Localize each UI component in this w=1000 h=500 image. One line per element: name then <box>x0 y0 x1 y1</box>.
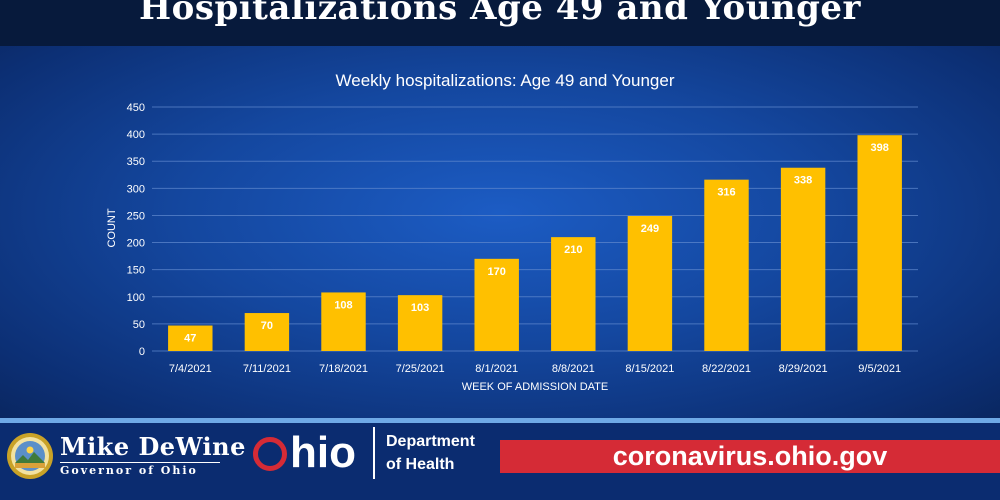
bar-value-label: 70 <box>261 320 273 332</box>
department-divider <box>373 427 375 479</box>
x-tick-label: 7/11/2021 <box>243 363 291 375</box>
bar <box>627 215 673 351</box>
y-tick-label: 150 <box>127 265 145 277</box>
x-tick-label: 9/5/2021 <box>858 363 901 375</box>
governor-divider <box>60 462 220 463</box>
ohio-seal-icon <box>7 433 53 479</box>
x-tick-label: 8/1/2021 <box>475 363 518 375</box>
y-tick-label: 300 <box>127 183 145 195</box>
bar-value-label: 249 <box>641 223 659 235</box>
bar <box>857 135 902 351</box>
y-tick-label: 0 <box>139 346 145 358</box>
website-link[interactable]: coronavirus.ohio.gov <box>612 441 888 471</box>
x-tick-label: 7/25/2021 <box>396 363 445 375</box>
bar <box>397 295 443 351</box>
bar-value-label: 316 <box>717 187 735 199</box>
bar <box>551 237 596 351</box>
header-banner: Hospitalizations Age 49 and Younger <box>0 0 1000 46</box>
footer: Mike DeWine Governor of Ohio hio Departm… <box>0 423 1000 500</box>
x-axis-label: WEEK OF ADMISSION DATE <box>462 381 608 393</box>
chart-bars: 47 70 108 103 170 210 249 316 338 398 <box>168 135 902 351</box>
bar-value-label: 338 <box>794 175 812 187</box>
x-tick-label: 7/4/2021 <box>169 363 212 375</box>
bar <box>704 179 749 351</box>
y-tick-label: 100 <box>127 292 145 304</box>
y-tick-label: 250 <box>127 210 145 222</box>
bar-value-label: 108 <box>334 299 352 311</box>
url-banner[interactable]: coronavirus.ohio.gov <box>500 440 1000 473</box>
y-tick-label: 400 <box>127 129 145 141</box>
bar-value-label: 170 <box>488 266 506 278</box>
governor-name: Mike DeWine <box>60 432 246 461</box>
ohio-logo-text: hio <box>290 428 356 477</box>
ohio-o-icon <box>253 437 287 471</box>
y-axis-tick-labels: 0 50 100 150 200 250 300 350 400 450 <box>127 102 145 358</box>
page-title: Hospitalizations Age 49 and Younger <box>139 0 861 28</box>
x-axis-tick-labels: 7/4/2021 7/11/2021 7/18/2021 7/25/2021 8/1/2… <box>169 363 901 375</box>
bar-value-label: 47 <box>184 333 196 345</box>
department-name-line2: of Health <box>386 456 455 473</box>
bar-value-label: 398 <box>871 142 889 154</box>
department-name-line1: Department <box>386 433 475 450</box>
bar <box>474 258 519 351</box>
y-tick-label: 450 <box>127 102 145 114</box>
x-tick-label: 8/22/2021 <box>702 363 751 375</box>
x-tick-label: 7/18/2021 <box>319 363 368 375</box>
y-tick-label: 200 <box>127 238 145 250</box>
governor-title: Governor of Ohio <box>60 464 198 477</box>
bar <box>780 167 826 351</box>
x-tick-label: 8/29/2021 <box>779 363 828 375</box>
y-tick-label: 50 <box>133 319 145 331</box>
bar <box>168 325 213 351</box>
x-tick-label: 8/8/2021 <box>552 363 595 375</box>
y-tick-label: 350 <box>127 156 145 168</box>
chart-title: Weekly hospitalizations: Age 49 and Youn… <box>336 71 675 90</box>
bar-value-label: 103 <box>411 302 429 314</box>
bar <box>321 292 366 351</box>
chart-panel: Weekly hospitalizations: Age 49 and Youn… <box>0 46 1000 418</box>
bar-value-label: 210 <box>564 244 582 256</box>
bar <box>244 313 290 351</box>
y-axis-label: COUNT <box>106 208 118 247</box>
x-tick-label: 8/15/2021 <box>625 363 674 375</box>
bar-chart: Weekly hospitalizations: Age 49 and Youn… <box>106 71 918 393</box>
footer-stripe <box>0 418 1000 423</box>
